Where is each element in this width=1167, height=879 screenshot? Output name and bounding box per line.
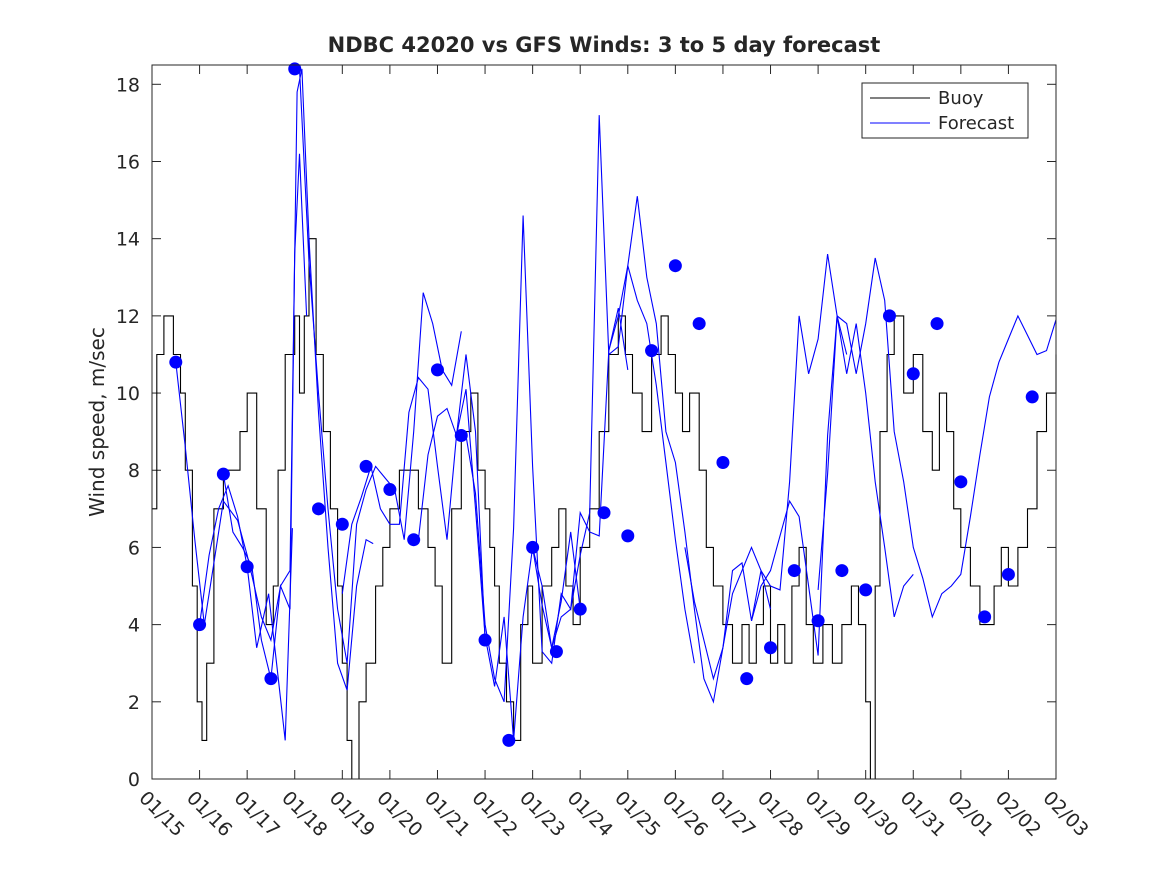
y-tick-labels: 0 2 4 6 8 10 12 14 16 18 [116,74,140,791]
forecast-marker [621,529,635,543]
y-tick-label: 18 [116,74,140,96]
forecast-marker [169,355,183,369]
forecast-marker [882,309,896,323]
forecast-run-line [817,257,1057,619]
forecast-marker [859,583,873,597]
forecast-run-line [608,196,772,704]
forecast-marker [906,367,920,381]
axes-ticks [151,65,1057,780]
forecast-marker [954,475,968,489]
y-tick-label: 12 [116,306,140,328]
forecast-marker [811,614,825,628]
y-tick-label: 4 [128,615,140,637]
buoy-line [152,238,1057,780]
forecast-marker [597,506,611,520]
forecast-marker [407,533,421,547]
forecast-markers [169,62,1039,747]
forecast-marker [454,429,468,443]
y-tick-label: 14 [116,229,140,251]
legend: Buoy Forecast [861,82,1029,139]
forecast-run-line [750,254,914,621]
forecast-run-line [298,68,462,664]
plot-frame [151,64,1057,780]
y-tick-label: 8 [128,460,140,482]
forecast-marker [930,317,944,331]
forecast-marker [264,672,278,686]
y-tick-label: 10 [116,383,140,405]
forecast-marker [1025,390,1039,404]
forecast-run-line [341,354,486,641]
forecast-marker [216,467,230,481]
forecast-marker [335,517,349,531]
legend-box [861,82,1029,139]
forecast-marker [668,259,682,273]
chart-title: NDBC 42020 vs GFS Winds: 3 to 5 day fore… [328,33,881,57]
forecast-marker [835,564,849,578]
forecast-marker [240,560,254,574]
forecast-marker [573,602,587,616]
forecast-marker [764,641,778,655]
y-tick-label: 6 [128,537,140,559]
legend-buoy-label: Buoy [938,88,984,109]
forecast-marker [383,483,397,497]
forecast-marker [978,610,992,624]
forecast-marker [645,344,659,358]
forecast-marker [502,733,516,747]
y-tick-label: 16 [116,151,140,173]
forecast-marker [312,502,326,516]
forecast-marker [692,317,706,331]
y-axis-label: Wind speed, m/sec [85,327,109,517]
forecast-marker [359,459,373,473]
forecast-run-line [532,115,695,664]
y-tick-label: 2 [128,692,140,714]
forecast-marker [549,645,563,659]
forecast-marker [740,672,754,686]
y-tick-label: 0 [128,769,140,791]
forecast-marker [1001,567,1015,581]
forecast-marker [478,633,492,647]
forecast-run-line [465,215,629,703]
buoy-series [152,238,1057,780]
forecast-marker [526,540,540,554]
legend-forecast-label: Forecast [938,113,1014,134]
plot-area [152,65,1056,779]
forecast-marker [193,618,207,632]
forecast-marker [288,62,302,76]
forecast-marker [787,564,801,578]
forecast-run-line [417,389,581,741]
forecast-marker [430,363,444,377]
forecast-marker [716,456,730,470]
